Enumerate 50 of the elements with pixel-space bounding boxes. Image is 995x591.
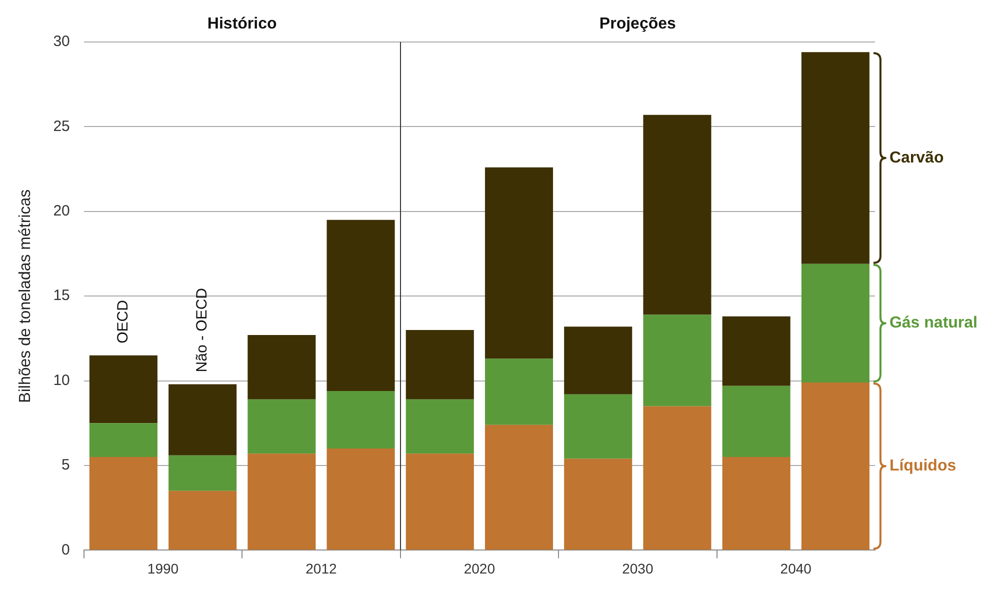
bar [248, 454, 316, 550]
y-tick-label: 10 [53, 372, 70, 389]
text: Histórico [207, 15, 278, 32]
bar [89, 457, 158, 550]
y-axis-title: Bilhões de toneladas métricas [17, 189, 34, 403]
bar [801, 52, 870, 264]
text: Projeções [599, 15, 676, 32]
bar [89, 423, 158, 458]
series-label: Líquidos [889, 458, 956, 475]
bar [168, 384, 237, 456]
y-tick-label: 5 [62, 456, 70, 474]
x-tick-label: 1990 [147, 560, 179, 576]
bar [643, 114, 712, 315]
bar [643, 406, 712, 550]
bar [406, 399, 474, 454]
x-tick-label: 2030 [622, 560, 654, 576]
y-tick-label: 20 [53, 202, 70, 220]
annotation: OECD [114, 300, 132, 344]
bar [248, 335, 316, 400]
y-tick-label: 0 [62, 541, 70, 558]
bar [722, 457, 790, 550]
bar [801, 264, 870, 382]
bar [722, 316, 790, 386]
bar [643, 314, 712, 406]
bar [89, 355, 158, 424]
bar [484, 358, 554, 425]
bar [168, 455, 237, 491]
bar [801, 382, 870, 550]
series-label: Gás natural [889, 314, 978, 332]
x-tick-label: 2040 [780, 560, 812, 576]
bar [722, 386, 790, 458]
bar [564, 326, 632, 394]
bar [248, 399, 316, 454]
series-label: Carvão [889, 149, 944, 166]
bar [484, 424, 554, 550]
y-tick-label: 25 [53, 118, 70, 135]
bar [484, 167, 554, 359]
bar [326, 220, 395, 391]
y-tick-label: 15 [53, 287, 70, 304]
bar [168, 490, 237, 550]
x-tick-label: 2020 [464, 560, 496, 576]
y-tick-label: 30 [53, 33, 70, 50]
bar [406, 330, 474, 400]
bar [326, 448, 395, 550]
bar [326, 390, 395, 449]
annotation: Não - OECD [194, 288, 211, 372]
bar [406, 454, 474, 550]
bar [564, 394, 632, 459]
bar [564, 458, 632, 550]
x-tick-label: 2012 [306, 560, 337, 576]
